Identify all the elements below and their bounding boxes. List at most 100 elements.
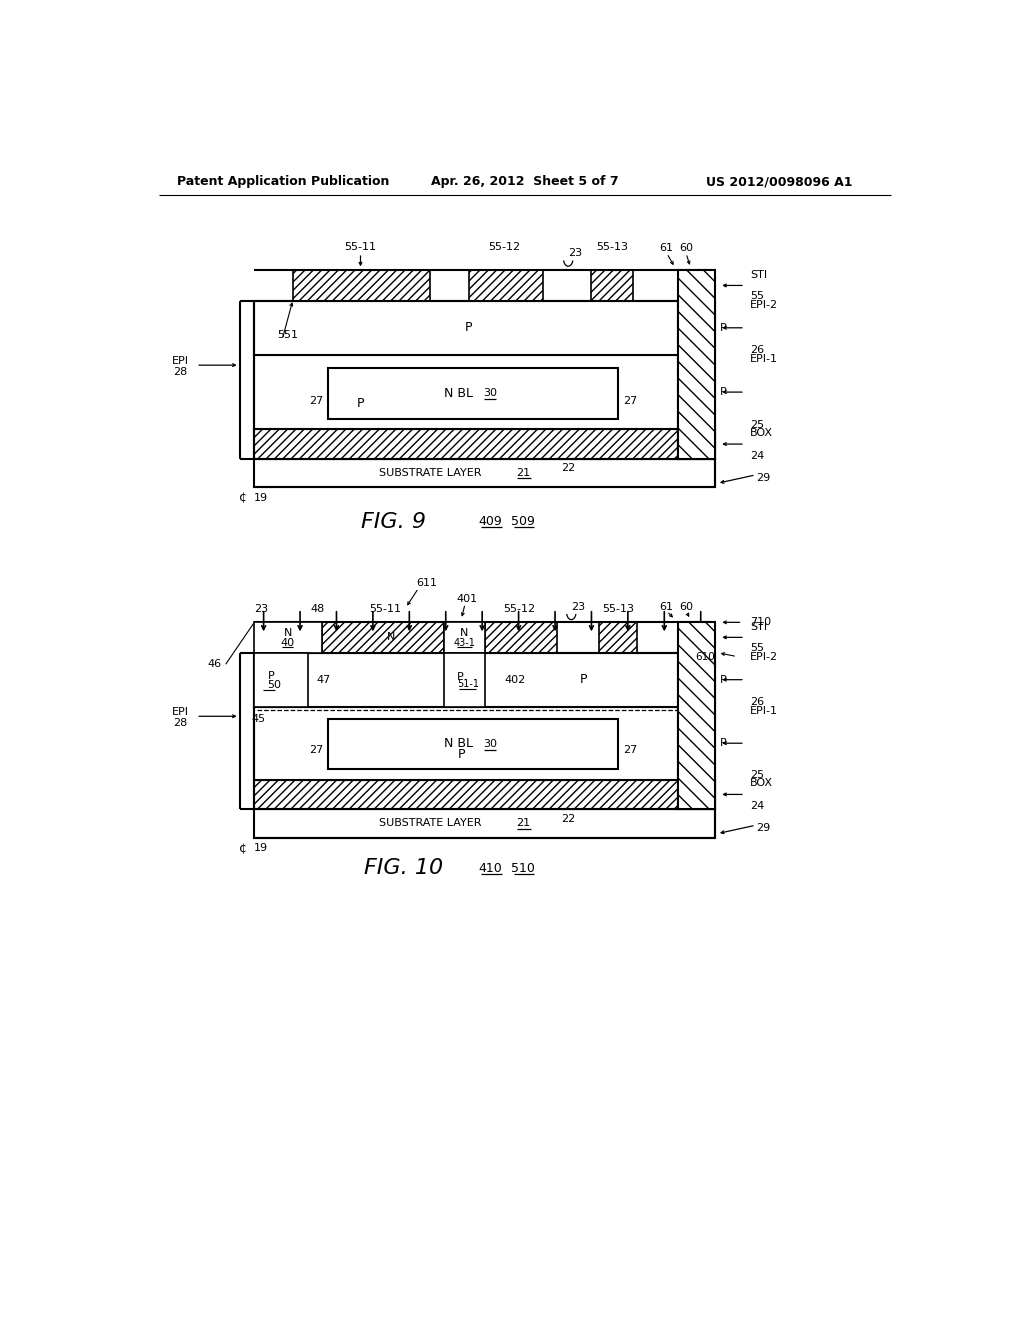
Text: P: P bbox=[267, 671, 274, 681]
Text: P: P bbox=[720, 323, 727, 333]
Text: STI: STI bbox=[751, 622, 767, 631]
Text: FIG. 9: FIG. 9 bbox=[360, 512, 426, 532]
Bar bbox=[599, 622, 637, 653]
Text: 24: 24 bbox=[751, 450, 765, 461]
Bar bbox=[254, 301, 678, 355]
Text: BOX: BOX bbox=[751, 777, 773, 788]
Text: 55: 55 bbox=[751, 292, 764, 301]
Text: 19: 19 bbox=[254, 843, 267, 853]
Bar bbox=[254, 653, 678, 706]
Text: 28: 28 bbox=[174, 367, 187, 378]
Text: ¢: ¢ bbox=[239, 491, 247, 504]
Bar bbox=[591, 271, 633, 301]
Text: 25: 25 bbox=[751, 420, 765, 430]
Text: P: P bbox=[465, 321, 473, 334]
Text: EPI-2: EPI-2 bbox=[751, 652, 778, 663]
Bar bbox=[254, 706, 678, 780]
Bar bbox=[484, 622, 557, 653]
Text: 29: 29 bbox=[757, 473, 771, 483]
Text: 710: 710 bbox=[751, 618, 771, 627]
Text: 45: 45 bbox=[251, 714, 265, 723]
Bar bbox=[322, 622, 444, 653]
Text: P: P bbox=[458, 748, 465, 762]
Text: FIG. 10: FIG. 10 bbox=[364, 858, 442, 878]
Text: 27: 27 bbox=[309, 396, 324, 407]
Text: 46: 46 bbox=[208, 659, 222, 669]
Text: N BL: N BL bbox=[444, 387, 473, 400]
Text: 27: 27 bbox=[623, 396, 637, 407]
Text: P: P bbox=[457, 672, 464, 681]
Text: 55-12: 55-12 bbox=[487, 242, 520, 252]
Text: EPI-1: EPI-1 bbox=[751, 354, 778, 364]
Text: 510: 510 bbox=[511, 862, 536, 875]
Text: 410: 410 bbox=[479, 862, 503, 875]
Text: Apr. 26, 2012  Sheet 5 of 7: Apr. 26, 2012 Sheet 5 of 7 bbox=[431, 176, 618, 187]
Text: P: P bbox=[720, 387, 727, 397]
Text: 401: 401 bbox=[457, 594, 478, 603]
Text: 409: 409 bbox=[479, 515, 503, 528]
Text: 611: 611 bbox=[416, 578, 437, 589]
Text: 55-12: 55-12 bbox=[504, 603, 536, 614]
Text: 60: 60 bbox=[679, 243, 693, 253]
Text: 23: 23 bbox=[568, 248, 583, 259]
Text: N BL: N BL bbox=[444, 738, 473, 751]
Text: EPI-2: EPI-2 bbox=[751, 301, 778, 310]
Text: 21: 21 bbox=[516, 469, 530, 478]
Text: 55-11: 55-11 bbox=[370, 603, 401, 614]
Text: 61: 61 bbox=[659, 602, 674, 611]
Text: 24: 24 bbox=[751, 801, 765, 810]
Bar bbox=[469, 271, 543, 301]
Bar bbox=[254, 355, 678, 429]
Text: 43-1: 43-1 bbox=[454, 638, 475, 648]
Bar bbox=[444, 622, 484, 653]
Text: 23: 23 bbox=[571, 602, 586, 611]
Text: BOX: BOX bbox=[751, 428, 773, 437]
Bar bbox=[678, 429, 716, 459]
Text: 28: 28 bbox=[174, 718, 187, 729]
Text: 25: 25 bbox=[751, 770, 765, 780]
Text: 22: 22 bbox=[561, 463, 575, 474]
Bar bbox=[328, 719, 617, 770]
Text: 402: 402 bbox=[505, 675, 526, 685]
Text: 55: 55 bbox=[751, 643, 764, 653]
Text: 610: 610 bbox=[695, 652, 716, 663]
Text: 19: 19 bbox=[254, 492, 267, 503]
Bar bbox=[678, 780, 716, 809]
Text: 30: 30 bbox=[483, 739, 497, 748]
Text: N: N bbox=[284, 628, 292, 638]
Text: 509: 509 bbox=[511, 515, 536, 528]
Text: ¢: ¢ bbox=[239, 842, 247, 855]
Text: 60: 60 bbox=[679, 602, 693, 611]
Bar bbox=[254, 809, 716, 838]
Text: SUBSTRATE LAYER: SUBSTRATE LAYER bbox=[379, 469, 481, 478]
Bar bbox=[254, 429, 678, 459]
Text: 30: 30 bbox=[483, 388, 497, 399]
Text: 55-13: 55-13 bbox=[596, 242, 629, 252]
Text: US 2012/0098096 A1: US 2012/0098096 A1 bbox=[706, 176, 852, 187]
Text: 50: 50 bbox=[267, 680, 282, 690]
Text: 21: 21 bbox=[516, 818, 530, 828]
Text: N: N bbox=[460, 628, 469, 638]
Text: P: P bbox=[720, 738, 727, 748]
Text: 23: 23 bbox=[254, 603, 268, 614]
Text: 551: 551 bbox=[276, 330, 298, 341]
Text: P: P bbox=[356, 397, 365, 411]
Bar bbox=[678, 271, 716, 459]
Text: 55-11: 55-11 bbox=[344, 242, 377, 252]
Text: N: N bbox=[386, 632, 395, 643]
Text: 51-1: 51-1 bbox=[458, 680, 479, 689]
Text: 22: 22 bbox=[561, 813, 575, 824]
Text: 40: 40 bbox=[281, 638, 295, 648]
Text: 26: 26 bbox=[751, 697, 765, 708]
Bar bbox=[254, 653, 308, 706]
Text: 27: 27 bbox=[623, 746, 637, 755]
Text: 55-13: 55-13 bbox=[602, 603, 635, 614]
Text: P: P bbox=[580, 673, 588, 686]
Text: 47: 47 bbox=[316, 675, 331, 685]
Text: EPI-1: EPI-1 bbox=[751, 706, 778, 717]
Bar bbox=[444, 653, 484, 706]
Text: STI: STI bbox=[751, 269, 767, 280]
Bar bbox=[254, 459, 716, 487]
Bar bbox=[678, 622, 716, 809]
Text: 29: 29 bbox=[757, 824, 771, 833]
